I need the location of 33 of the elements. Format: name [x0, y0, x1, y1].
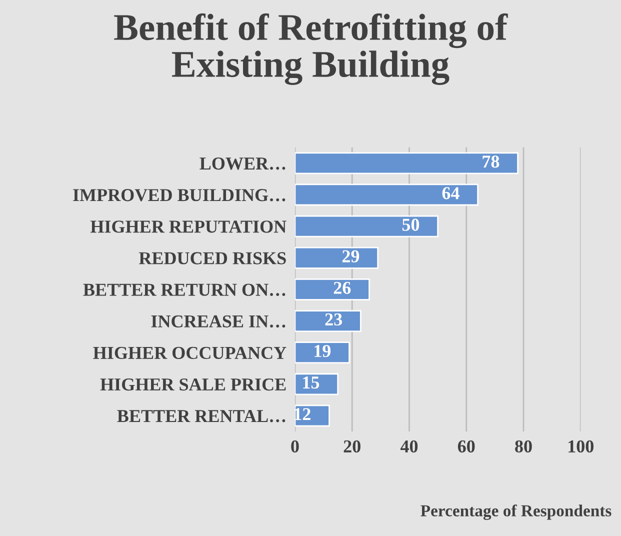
- x-tick-label: 60: [458, 440, 475, 453]
- bar: [294, 278, 370, 300]
- x-tick-label: 100: [568, 440, 594, 453]
- y-tick-label: HIGHER SALE PRICE: [100, 378, 286, 391]
- bar: [294, 246, 379, 269]
- data-label: 78: [482, 156, 500, 168]
- x-tick-label: 0: [291, 440, 299, 453]
- y-tick-label: IMPROVED BUILDING…: [73, 189, 286, 202]
- data-label: 50: [402, 218, 420, 231]
- data-label: 64: [442, 187, 460, 200]
- y-tick-label: LOWER…: [200, 157, 286, 170]
- chart-title: Benefit of Retrofitting of Existing Building: [114, 13, 508, 85]
- bar: [294, 310, 362, 332]
- data-label: 23: [325, 313, 342, 326]
- data-label: 15: [303, 376, 320, 389]
- x-tick-label: 20: [344, 440, 360, 453]
- x-axis-title: Percentage of Respondents: [420, 504, 612, 520]
- bar: [294, 215, 438, 238]
- y-tick-label: HIGHER REPUTATION: [90, 220, 286, 233]
- x-tick-label: 40: [400, 440, 418, 453]
- data-label: 29: [342, 250, 360, 262]
- bar: [294, 152, 518, 174]
- y-tick-label: REDUCED RISKS: [138, 252, 286, 264]
- y-tick-label: BETTER RENTAL…: [117, 410, 286, 422]
- y-tick-label: INCREASE IN…: [151, 315, 286, 328]
- bar: [294, 184, 478, 206]
- y-tick-label: BETTER RETURN ON…: [83, 284, 286, 296]
- data-label: 19: [314, 344, 331, 358]
- bar: [294, 373, 339, 396]
- x-tick-label: 80: [515, 440, 532, 453]
- data-label: 26: [334, 282, 351, 294]
- bar: [294, 342, 350, 364]
- y-tick-label: HIGHER OCCUPANCY: [93, 346, 286, 360]
